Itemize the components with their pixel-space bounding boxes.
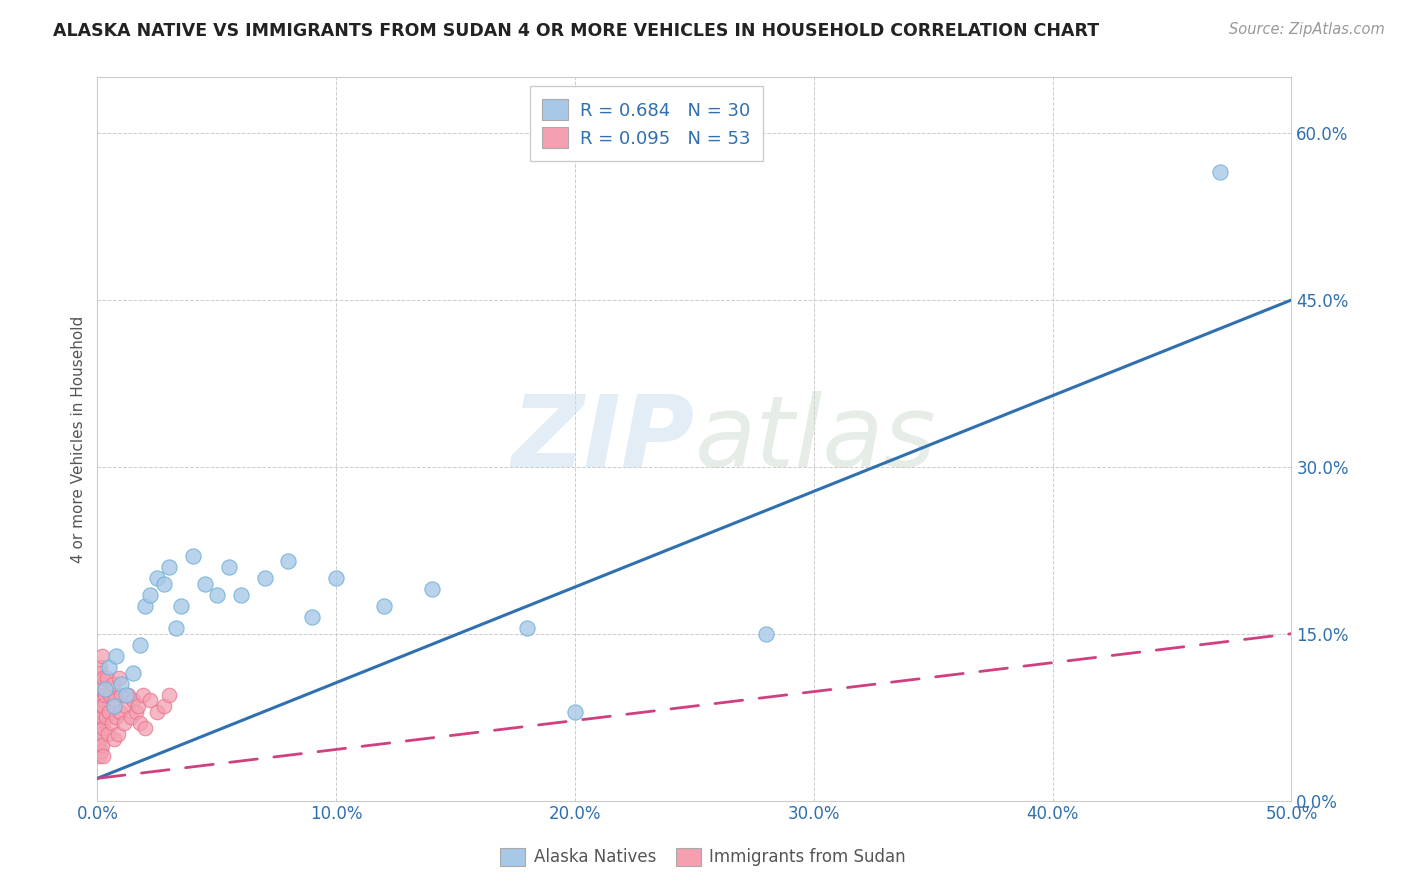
Point [165,621,187,635]
Point [134,599,156,613]
Point [89,710,111,724]
Point [87,721,110,735]
Point [301,610,323,624]
Point [146,571,169,585]
Point [277,554,299,568]
Point [127,699,149,714]
Point [120,710,142,724]
Point [98,705,121,719]
Point [139,588,162,602]
Point [87,749,110,764]
Point [89,715,111,730]
Point [90,682,112,697]
Point [89,732,111,747]
Point [103,699,125,714]
Text: ALASKA NATIVE VS IMMIGRANTS FROM SUDAN 4 OR MORE VEHICLES IN HOUSEHOLD CORRELATI: ALASKA NATIVE VS IMMIGRANTS FROM SUDAN 4… [53,22,1099,40]
Point [87,671,110,685]
Point [146,705,169,719]
Point [105,648,128,663]
Point [91,671,114,685]
Point [755,626,778,640]
Point [139,693,162,707]
Text: atlas: atlas [695,391,936,488]
Point [122,693,145,707]
Point [229,588,252,602]
Point [153,576,176,591]
Point [108,705,131,719]
Point [93,688,115,702]
Point [93,682,115,697]
Point [104,693,127,707]
Point [170,599,193,613]
Point [90,743,112,757]
Point [129,638,152,652]
Point [134,721,156,735]
Legend: R = 0.684   N = 30, R = 0.095   N = 53: R = 0.684 N = 30, R = 0.095 N = 53 [530,87,763,161]
Point [117,688,139,702]
Point [122,665,145,680]
Point [153,699,176,714]
Point [325,571,347,585]
Point [91,738,114,752]
Point [91,749,114,764]
Point [94,710,117,724]
Point [157,560,180,574]
Point [90,699,112,714]
Point [253,571,276,585]
Point [91,721,114,735]
Point [373,599,395,613]
Point [89,660,111,674]
Point [87,693,110,707]
Text: Source: ZipAtlas.com: Source: ZipAtlas.com [1229,22,1385,37]
Point [100,688,122,702]
Point [110,677,132,691]
Point [90,648,112,663]
Point [105,710,128,724]
Point [108,671,131,685]
Point [132,688,155,702]
Y-axis label: 4 or more Vehicles in Household: 4 or more Vehicles in Household [72,316,86,563]
Point [107,727,129,741]
Point [103,732,125,747]
Point [90,710,112,724]
Point [157,688,180,702]
Text: ZIP: ZIP [512,391,695,488]
Point [1209,165,1232,179]
Point [98,660,121,674]
Point [87,705,110,719]
Point [97,727,120,741]
Point [205,588,228,602]
Point [115,699,138,714]
Point [100,715,122,730]
Point [129,715,152,730]
Legend: Alaska Natives, Immigrants from Sudan: Alaska Natives, Immigrants from Sudan [494,841,912,873]
Point [90,727,112,741]
Point [96,671,118,685]
Point [89,688,111,702]
Point [101,677,124,691]
Point [516,621,538,635]
Point [181,549,204,563]
Point [91,693,114,707]
Point [112,715,135,730]
Point [87,738,110,752]
Point [89,665,111,680]
Point [218,560,240,574]
Point [564,705,586,719]
Point [91,699,114,714]
Point [124,705,146,719]
Point [194,576,217,591]
Point [420,582,443,597]
Point [110,688,132,702]
Point [115,688,138,702]
